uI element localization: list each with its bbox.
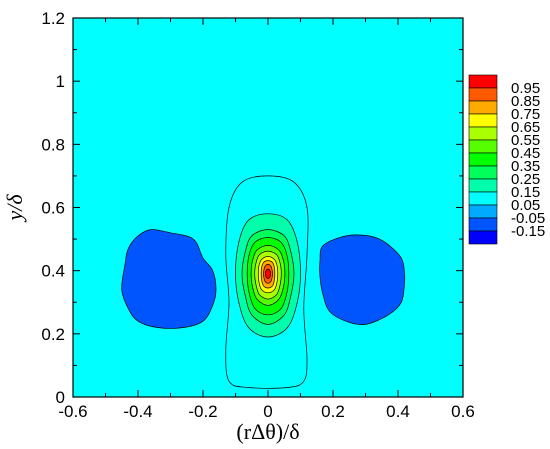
legend-label: -0.05 [511,210,545,227]
y-tick-label: 0.4 [41,262,65,281]
x-tick-label: 0.4 [386,402,410,421]
contour-level-0p95-9 [265,268,271,279]
legend-swatch [468,126,498,141]
legend-label: 0.05 [511,197,540,214]
y-tick-label: 1.2 [41,9,65,28]
y-axis: 0 0.2 0.4 0.6 0.8 1 1.2 [41,9,463,407]
legend-label: 0.55 [511,132,540,149]
legend-swatch [468,113,498,128]
color-legend: 0.950.850.750.650.550.450.350.250.150.05… [468,74,545,245]
x-tick-label: -0.6 [58,402,87,421]
y-tick-label: 0.8 [41,135,65,154]
legend-label: 0.25 [511,171,540,188]
legend-swatch [468,139,498,154]
legend-swatch [468,165,498,180]
legend-swatch [468,204,498,219]
legend-label: 0.75 [511,106,540,123]
y-tick-label: 1 [56,72,65,91]
legend-label: 0.45 [511,145,540,162]
x-axis: -0.6 -0.4 -0.2 0 0.2 0.4 0.6 [58,18,475,421]
legend-swatch [468,191,498,206]
legend-swatch [468,217,498,232]
legend-label: 0.85 [511,93,540,110]
legend-label: 0.95 [511,80,540,97]
x-tick-label: 0.6 [451,402,475,421]
y-tick-label: 0.6 [41,199,65,218]
contour-level-neg0p05-10 [121,229,217,329]
legend-swatch [468,100,498,115]
contour-layer [121,175,406,389]
x-tick-label: 0 [263,402,272,421]
legend-swatch [468,230,498,245]
x-axis-label: (rΔθ)/δ [236,419,299,444]
y-tick-label: 0.2 [41,325,65,344]
x-tick-label: 0.2 [321,402,345,421]
legend-swatch [468,74,498,89]
legend-label: 0.35 [511,158,540,175]
x-tick-label: -0.4 [123,402,152,421]
legend-swatch [468,87,498,102]
y-axis-label: y/δ [2,194,27,223]
x-tick-label: -0.2 [188,402,217,421]
legend-swatch [468,152,498,167]
legend-label: 0.65 [511,119,540,136]
legend-label: -0.15 [511,223,545,240]
legend-swatch [468,178,498,193]
contour-level-neg0p05-11 [319,234,406,325]
y-tick-label: 0 [56,388,65,407]
legend-label: 0.15 [511,184,540,201]
